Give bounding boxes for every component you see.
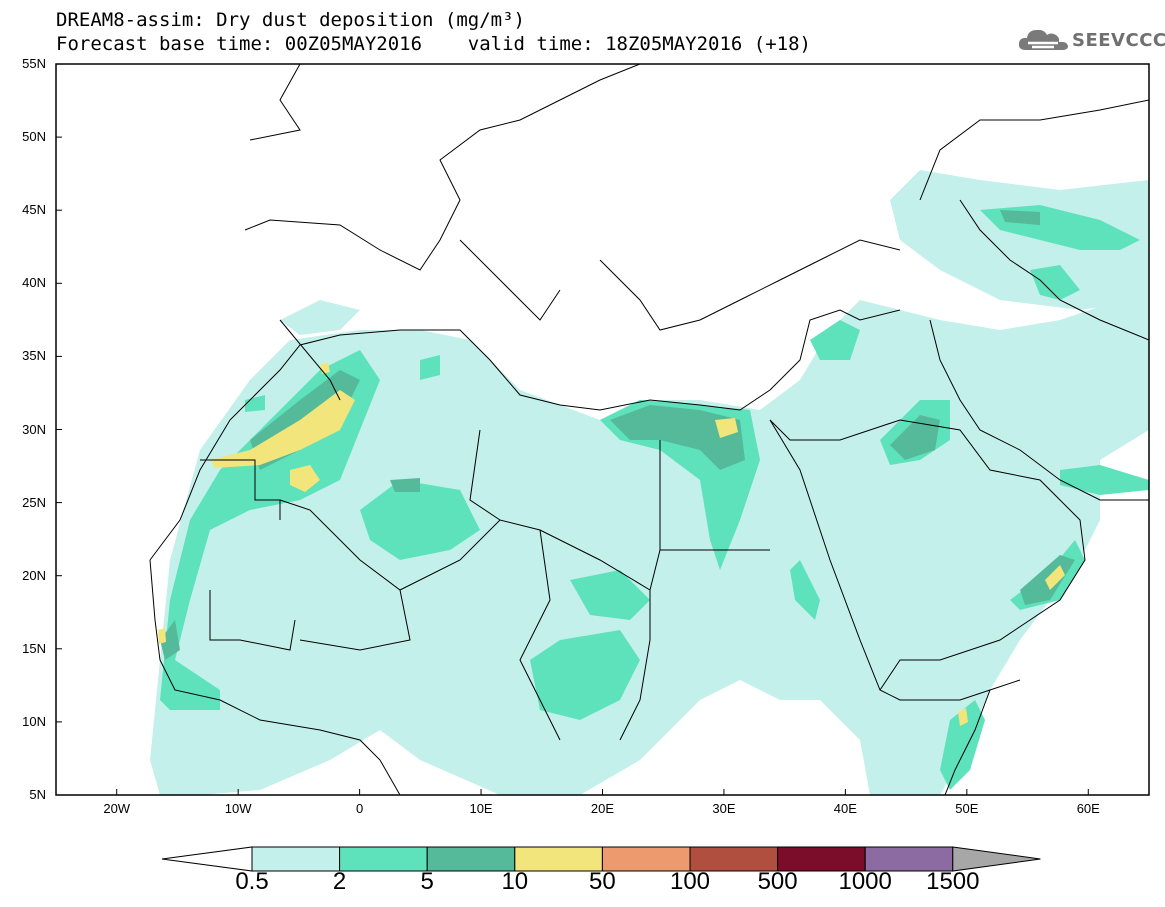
- lat-tick-label: 50N: [22, 129, 46, 145]
- colorbar-segment: [339, 846, 428, 872]
- map-title: DREAM8-assim: Dry dust deposition (mg/m³…: [56, 9, 525, 31]
- seevccc-logo: SEEVCCC: [1018, 26, 1165, 54]
- colorbar-label: 0.5: [235, 868, 269, 895]
- colorbar-label: 500: [757, 868, 798, 895]
- lon-tick-label: 40E: [833, 801, 857, 816]
- colorbar-label: 50: [589, 868, 616, 895]
- cloud-icon: [1018, 29, 1068, 50]
- lon-tick-label: 50E: [955, 801, 979, 816]
- logo-text: SEEVCCC: [1072, 29, 1165, 51]
- coastlines: [149, 64, 1149, 795]
- lat-tick-label: 15N: [22, 640, 46, 656]
- colorbar-label: 1500: [926, 868, 980, 895]
- lon-tick-label: 20E: [590, 801, 615, 816]
- colorbar-segment: [864, 846, 954, 872]
- colorbar-label: 5: [420, 868, 434, 895]
- deposition-band-0.5: [150, 170, 1149, 795]
- map-subtitle: Forecast base time: 00Z05MAY2016 valid t…: [56, 33, 811, 55]
- colorbar-label: 100: [669, 868, 711, 895]
- dust-field: [150, 170, 1149, 795]
- lat-tick-label: 20N: [22, 567, 46, 583]
- colorbar-segment: [952, 846, 1041, 872]
- lat-tick-label: 35N: [22, 348, 46, 364]
- deposition-band-10: [158, 362, 1065, 726]
- lon-tick-label: 30E: [712, 801, 736, 816]
- colorbar-label: 1000: [838, 868, 892, 895]
- lon-tick-label: 10E: [469, 801, 493, 816]
- colorbar-segment: [251, 846, 341, 872]
- colorbar-segment: [601, 846, 691, 872]
- lat-tick-label: 45N: [22, 202, 46, 218]
- lat-tick-label: 25N: [22, 494, 46, 510]
- colorbar-segment: [426, 846, 516, 872]
- lon-tick-label: 0: [355, 801, 364, 816]
- lat-tick-label: 10N: [22, 713, 46, 729]
- colorbar-segment: [777, 846, 866, 872]
- lon-tick-label: 10W: [224, 801, 252, 816]
- lon-tick-label: 20W: [103, 801, 131, 816]
- lon-tick-label: 60E: [1076, 801, 1100, 816]
- lat-tick-label: 55N: [22, 56, 46, 71]
- colorbar-label: 2: [332, 868, 347, 895]
- lat-tick-label: 40N: [22, 275, 46, 291]
- colorbar-label: 10: [501, 868, 529, 895]
- lat-tick-label: 30N: [22, 421, 46, 437]
- colorbar: [161, 846, 1041, 872]
- lat-tick-label: 5N: [29, 787, 46, 802]
